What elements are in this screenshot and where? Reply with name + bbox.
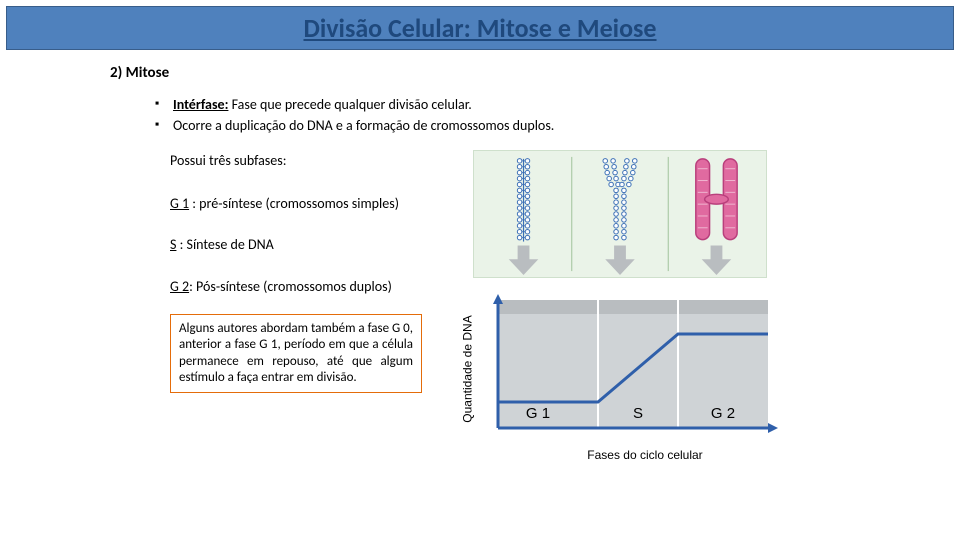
chart-ylabel: Quantidade de DNA [460, 294, 476, 444]
bullet-bold: Intérfase: [173, 96, 228, 113]
chart-label-g2: G 2 [711, 405, 735, 422]
chromosome-svg [474, 151, 766, 277]
section-heading: 2) Mitose [110, 64, 169, 82]
bullet-text: Ocorre a duplicação do DNA e a formação … [173, 117, 554, 134]
phase-key: G 1 [170, 195, 189, 212]
slide: Divisão Celular: Mitose e Meiose 2) Mito… [0, 0, 960, 540]
chart-label-s: S [633, 405, 643, 422]
bullet-list: Intérfase: Fase que precede qualquer div… [155, 96, 820, 138]
subfases-intro: Possui três subfases: [170, 152, 286, 169]
phase-desc: : pré-síntese (cromossomos simples) [189, 195, 399, 212]
bullet-item: Intérfase: Fase que precede qualquer div… [155, 96, 820, 115]
phase-line-s: S : Síntese de DNA [170, 236, 274, 253]
chart-label-g1: G 1 [526, 405, 550, 422]
phase-desc: : Pós-síntese (cromossomos duplos) [189, 278, 392, 295]
phase-line-g2: G 2: Pós-síntese (cromossomos duplos) [170, 278, 392, 295]
bullet-item: Ocorre a duplicação do DNA e a formação … [155, 117, 820, 136]
chromatid-replicating [603, 159, 637, 240]
chart-ylabel-text: Quantidade de DNA [461, 315, 475, 422]
note-box: Alguns autores abordam também a fase G 0… [170, 314, 422, 393]
bullet-text: Fase que precede qualquer divisão celula… [228, 96, 471, 113]
chromatid-double [696, 159, 737, 240]
chart-svg: G 1 S G 2 [478, 294, 778, 444]
chromosome-panel [473, 150, 767, 278]
phase-key: G 2 [170, 278, 189, 295]
chart-xlabel: Fases do ciclo celular [520, 448, 770, 462]
dna-chart: Quantidade de DNA G 1 S G 2 Fases do cic… [460, 294, 778, 462]
phase-desc: : Síntese de DNA [176, 236, 273, 253]
phase-line-g1: G 1 : pré-síntese (cromossomos simples) [170, 195, 399, 212]
title-banner: Divisão Celular: Mitose e Meiose [6, 6, 954, 50]
slide-title: Divisão Celular: Mitose e Meiose [303, 12, 656, 44]
